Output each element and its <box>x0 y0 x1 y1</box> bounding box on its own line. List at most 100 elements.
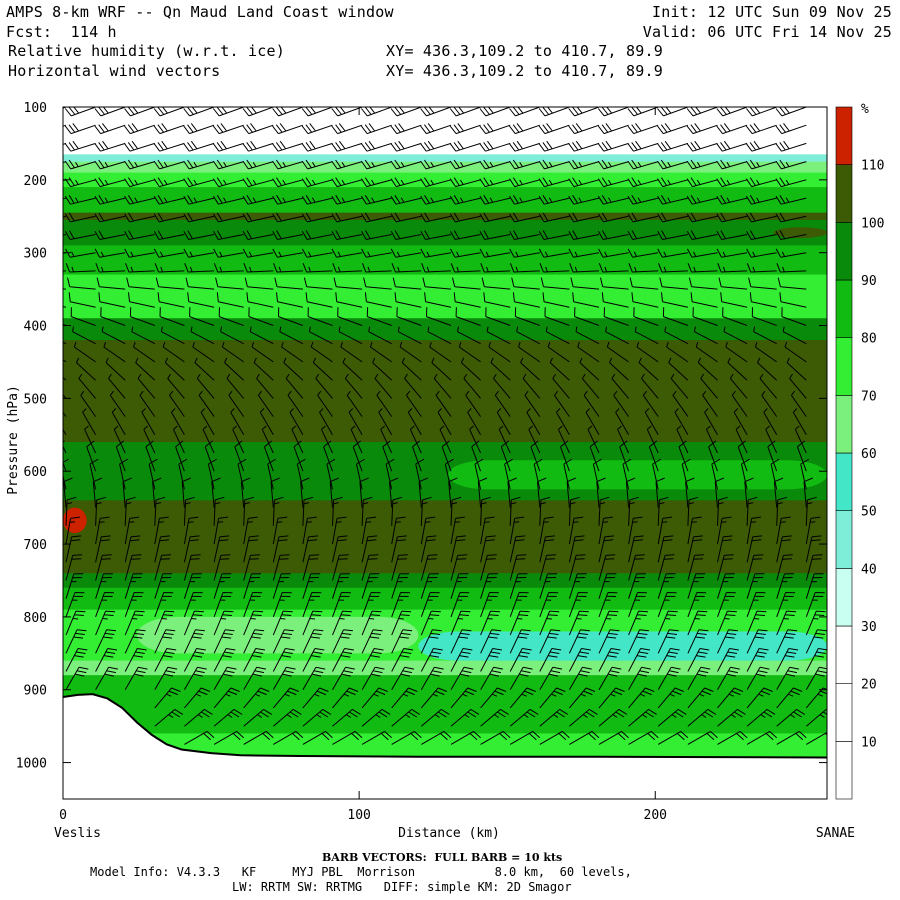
wind-barb <box>196 373 215 399</box>
wind-barb <box>566 477 576 508</box>
wind-barb <box>746 535 763 563</box>
wind-barb <box>307 307 333 326</box>
wind-barb <box>480 535 496 563</box>
wind-barb <box>657 177 689 188</box>
wind-barb <box>568 230 600 240</box>
wind-barb <box>167 373 185 399</box>
wind-barb <box>450 629 472 654</box>
wind-barb <box>628 263 659 273</box>
colorbar-swatch <box>835 625 853 684</box>
wind-barb <box>480 687 507 709</box>
wind-barb <box>687 592 707 618</box>
wind-barb <box>717 666 740 690</box>
wind-barb <box>213 230 244 240</box>
wind-barb <box>302 730 333 745</box>
wind-barb <box>407 408 422 436</box>
wind-barb <box>213 648 236 672</box>
wind-barb <box>346 390 363 417</box>
wind-barb <box>390 230 422 240</box>
wind-barb <box>657 212 689 223</box>
wind-barb <box>178 458 188 490</box>
wind-barb <box>706 425 718 454</box>
wind-barb <box>805 666 827 690</box>
wind-barb <box>301 230 333 240</box>
wind-barb <box>302 516 317 545</box>
wind-barb <box>628 610 649 636</box>
wind-barb <box>480 708 509 727</box>
wind-barb <box>360 195 392 205</box>
wind-barb <box>185 277 215 290</box>
wind-barb <box>246 292 274 308</box>
wind-barb <box>805 516 821 545</box>
wind-barb <box>627 140 659 152</box>
wind-barb <box>725 341 748 363</box>
wind-barb <box>717 730 748 745</box>
wind-barb <box>141 408 156 436</box>
wind-barb <box>775 230 807 240</box>
wind-barb <box>170 408 185 436</box>
wind-barb <box>270 477 280 508</box>
wind-barb <box>301 212 333 223</box>
wind-barb <box>95 535 111 563</box>
wind-barb <box>272 496 284 526</box>
wind-barb <box>160 326 185 345</box>
wind-barb <box>212 177 244 188</box>
wind-barb <box>480 573 498 599</box>
y-tick-label: 900 <box>24 684 47 699</box>
wind-barb <box>481 277 511 290</box>
wind-barb <box>376 390 393 417</box>
wind-barb <box>528 425 541 454</box>
wind-barb <box>361 610 382 636</box>
wind-barb <box>184 687 211 709</box>
wind-barb <box>382 440 393 472</box>
wind-barb <box>372 357 393 381</box>
wind-barb <box>243 730 274 745</box>
rh-feature <box>137 616 419 654</box>
wind-barb <box>259 408 274 436</box>
wind-barb <box>539 666 563 690</box>
wind-barb <box>94 107 126 117</box>
wind-barb <box>94 140 126 152</box>
wind-barb <box>63 306 67 308</box>
wind-barb <box>511 277 540 290</box>
wind-barb <box>391 666 415 690</box>
wind-barb <box>145 440 156 472</box>
wind-barb <box>609 357 629 381</box>
colorbar-label: 50 <box>861 505 877 520</box>
wind-barb <box>628 516 643 545</box>
wind-barb <box>775 195 807 205</box>
wind-barb <box>557 425 570 454</box>
wind-barb <box>237 458 247 490</box>
wind-barb <box>597 159 629 170</box>
wind-barb <box>63 142 67 145</box>
wind-barb <box>253 357 274 381</box>
wind-barb <box>183 123 215 135</box>
wind-barb <box>302 708 332 727</box>
wind-barb <box>657 573 676 599</box>
wind-barb <box>89 458 99 490</box>
y-tick-label: 500 <box>24 392 47 407</box>
wind-barb <box>509 573 528 599</box>
wind-barb <box>450 610 471 636</box>
wind-barb <box>775 140 807 152</box>
wind-barb <box>392 277 422 290</box>
wind-barb <box>514 307 540 326</box>
wind-barb <box>213 610 234 636</box>
rh-band <box>63 573 827 589</box>
wind-barb <box>361 708 391 727</box>
wind-barb <box>485 307 511 326</box>
colorbar-swatch <box>835 741 853 800</box>
wind-barb <box>105 357 126 381</box>
wind-barb <box>598 554 616 581</box>
wind-barb <box>450 535 467 563</box>
wind-barb <box>126 277 155 290</box>
wind-barb <box>746 230 777 240</box>
wind-barb <box>361 230 392 240</box>
wind-barb <box>412 440 422 472</box>
wind-barb <box>657 535 674 563</box>
wind-barb <box>421 730 452 745</box>
wind-barb <box>391 629 413 654</box>
wind-barb <box>509 212 540 223</box>
wind-barb <box>449 159 481 170</box>
